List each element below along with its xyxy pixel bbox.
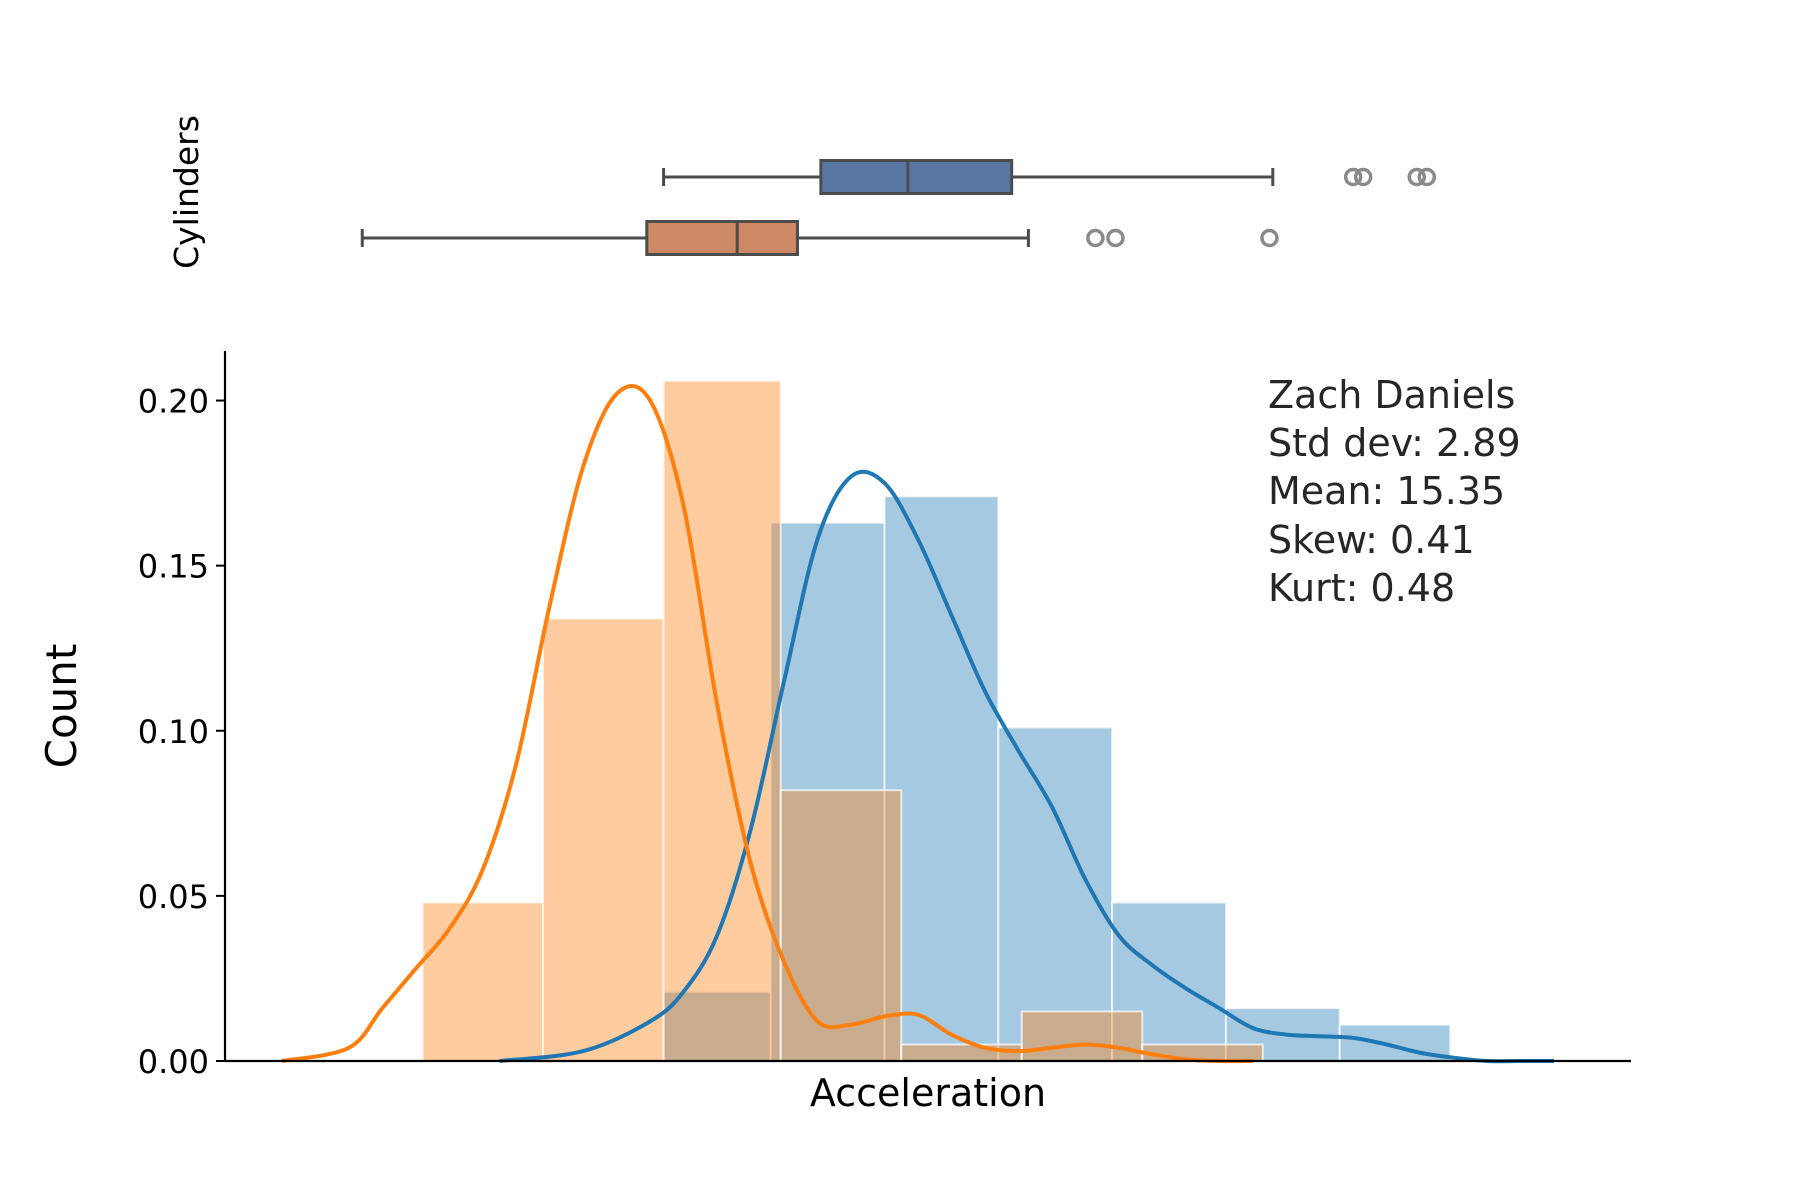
box-flier xyxy=(1353,167,1373,187)
histogram-bar xyxy=(779,789,903,1062)
y-ticks: 0.00 0.05 0.10 0.15 0.20 xyxy=(138,383,225,1081)
y-tick-label: 0.20 xyxy=(138,383,209,421)
box-iqr xyxy=(819,159,1014,195)
histogram-bar xyxy=(900,1043,1023,1063)
histogram-bar xyxy=(1111,901,1227,1062)
box-flier xyxy=(1417,167,1437,187)
kde-lines xyxy=(281,384,1554,1064)
x-axis-label: Acceleration xyxy=(810,1071,1046,1115)
stats-mean: Mean: 15.35 xyxy=(1268,469,1505,513)
box-flier xyxy=(1086,228,1105,248)
histogram-bar xyxy=(662,990,772,1063)
stats-kurt: Kurt: 0.48 xyxy=(1268,566,1455,610)
stats-skew: Skew: 0.41 xyxy=(1268,518,1475,562)
histogram-bar xyxy=(1338,1023,1452,1063)
axes xyxy=(223,351,1631,1063)
y-tick-label: 0.15 xyxy=(138,548,209,586)
stats-annotation: Zach Daniels Std dev: 2.89 Mean: 15.35 S… xyxy=(1268,373,1521,610)
box-flier xyxy=(1106,228,1125,248)
box-y-axis-label: Cylinders xyxy=(167,115,206,269)
histogram-bar xyxy=(542,617,665,1062)
y-tick-label: 0.10 xyxy=(138,713,209,751)
box-flier xyxy=(1407,167,1427,187)
y-axis-label: Count xyxy=(37,644,86,769)
y-tick-label: 0.05 xyxy=(138,878,209,916)
histogram-bars xyxy=(421,379,1452,1063)
stats-name: Zach Daniels xyxy=(1268,373,1515,417)
stats-std: Std dev: 2.89 xyxy=(1268,421,1521,465)
box-plot-panel xyxy=(360,159,1437,256)
histogram-bar xyxy=(1020,1010,1144,1062)
kde-line xyxy=(281,384,1253,1064)
histogram-bar xyxy=(421,901,545,1062)
kde-line xyxy=(499,469,1554,1064)
box-flier xyxy=(1343,167,1363,187)
y-tick-label: 0.00 xyxy=(138,1043,209,1081)
box-iqr xyxy=(645,220,799,256)
box-flier xyxy=(1260,228,1279,248)
